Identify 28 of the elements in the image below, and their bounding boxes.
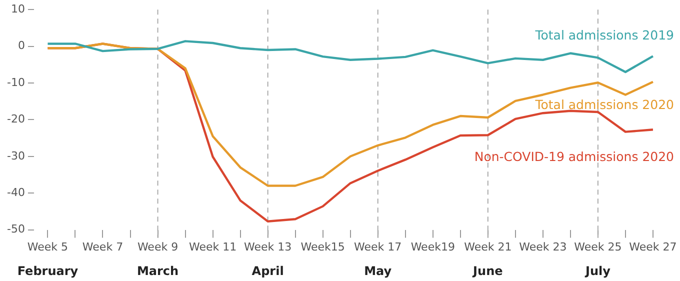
y-tick-label: 0 <box>18 39 25 52</box>
text: April <box>252 264 284 278</box>
text: May <box>364 264 392 278</box>
y-tick-label: -10 <box>7 76 25 89</box>
y-tick-label: 10 <box>10 2 25 16</box>
x-tick-label: Week 9 <box>137 240 178 254</box>
y-tick-label: -40 <box>7 186 25 199</box>
text: June <box>472 264 503 278</box>
x-tick-label: Week 23 <box>519 240 567 254</box>
text: July <box>584 264 611 278</box>
text: February <box>17 264 78 278</box>
x-tick-label: Week 25 <box>574 240 622 254</box>
series-label: Total admissions 2019 <box>534 27 674 42</box>
x-tick-label: Week19 <box>410 240 455 254</box>
x-tick-label: Week 17 <box>354 240 402 254</box>
series-label: Non-COVID-19 admissions 2020 <box>474 148 674 164</box>
x-tick-label: Week 7 <box>82 240 124 254</box>
y-tick-label: -30 <box>7 149 25 162</box>
series-label: Total admissions 2020 <box>534 97 674 112</box>
x-tick-label: Week 27 <box>629 240 677 254</box>
x-tick-label: Week 21 <box>464 240 512 254</box>
x-tick-label: Week15 <box>300 240 345 254</box>
text: March <box>136 264 179 278</box>
x-tick-label: Week 11 <box>188 240 237 254</box>
y-tick-label: -50 <box>7 222 25 236</box>
x-tick-label: Week 5 <box>27 240 68 254</box>
x-tick-label: Week 13 <box>244 240 292 254</box>
y-tick-label: -20 <box>7 112 25 126</box>
